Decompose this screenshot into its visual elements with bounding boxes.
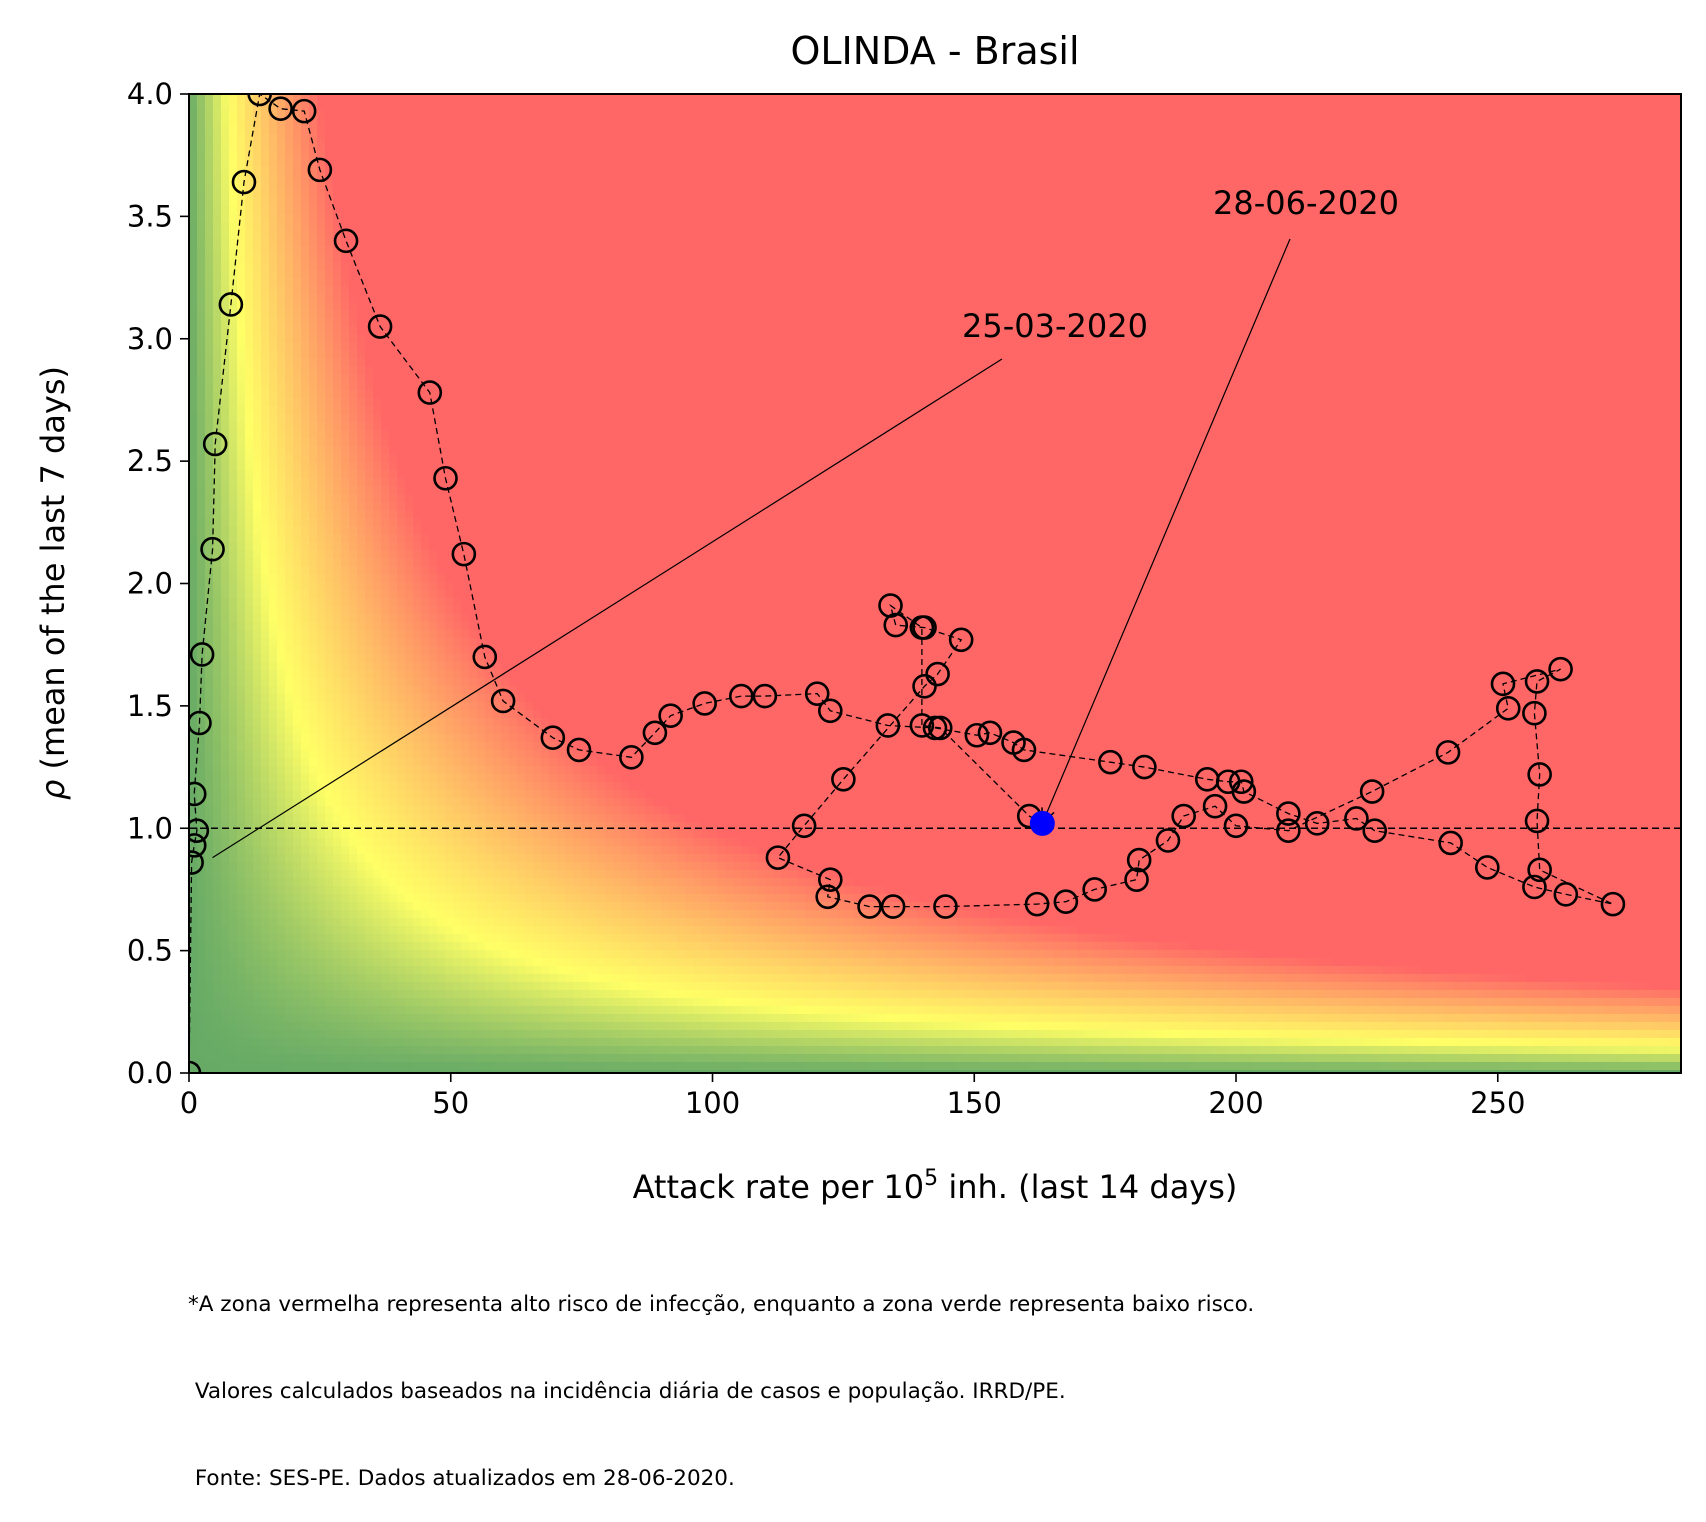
y-tick-label: 0.5 [127,934,173,968]
y-axis-label-symbol: ρ [34,780,72,800]
y-tick-label: 4.0 [127,77,173,111]
y-tick-label: 1.0 [127,811,173,845]
x-axis-label-prefix: Attack rate per 10 [633,1168,925,1206]
footnote-line-3: Fonte: SES-PE. Dados atualizados em 28-0… [188,1464,1254,1493]
footnote-line-2: Valores calculados baseados na incidênci… [188,1377,1254,1406]
annotation-label: 25-03-2020 [962,307,1148,345]
x-tick-label: 100 [685,1086,740,1120]
y-tick-label: 3.0 [127,322,173,356]
y-tick-label: 2.0 [127,567,173,601]
y-tick-label: 0.0 [127,1056,173,1090]
x-axis-label-sup: 5 [924,1166,938,1191]
y-axis-label-text: (mean of the last 7 days) [34,366,72,780]
y-tick-label: 1.5 [127,689,173,723]
x-tick-label: 0 [180,1086,198,1120]
x-axis-label: Attack rate per 105 inh. (last 14 days) [633,1166,1238,1206]
current-data-point [1030,811,1054,835]
footnote: *A zona vermelha representa alto risco d… [188,1232,1254,1522]
y-axis-label: ρ (mean of the last 7 days) [34,366,72,800]
risk-background [189,94,1686,1079]
footnote-line-1: *A zona vermelha representa alto risco d… [188,1290,1254,1319]
y-tick-label: 3.5 [127,199,173,233]
annotation-label: 28-06-2020 [1213,184,1399,222]
x-tick-label: 200 [1208,1086,1263,1120]
x-tick-label: 150 [947,1086,1002,1120]
x-tick-label: 250 [1470,1086,1525,1120]
y-tick-label: 2.5 [127,444,173,478]
chart-title: OLINDA - Brasil [790,29,1079,73]
x-axis-label-suffix: inh. (last 14 days) [938,1168,1237,1206]
chart: 25-03-2020 28-06-2020 0 50 100 150 200 250 0.0 0… [0,0,1706,1357]
x-tick-label: 50 [432,1086,469,1120]
